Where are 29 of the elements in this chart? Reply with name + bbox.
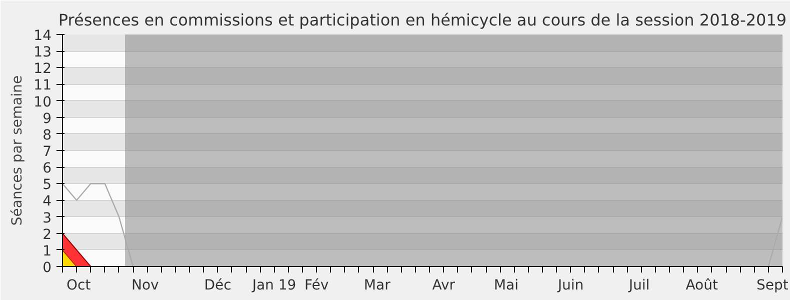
y-tick-label: 10 — [34, 94, 52, 110]
y-tick-label: 6 — [42, 160, 52, 177]
y-tick-label: 8 — [42, 127, 52, 144]
y-tick-label: 14 — [34, 28, 52, 44]
y-tick-label: 5 — [42, 177, 52, 194]
y-tick-label: 4 — [42, 194, 52, 210]
y-axis-title: Séances par semaine — [10, 75, 26, 226]
y-tick-label: 11 — [34, 78, 52, 94]
y-tick-label: 2 — [42, 226, 52, 243]
x-tick-label: Oct — [66, 278, 92, 294]
y-tick-label: 9 — [42, 110, 52, 127]
x-tick-label: Juin — [556, 278, 584, 294]
y-tick-label: 3 — [42, 210, 52, 226]
x-tick-label: Avr — [432, 278, 456, 294]
y-tick-label: 13 — [34, 44, 52, 61]
x-tick-label: Fév — [304, 278, 329, 294]
chart-title: Présences en commissions et participation en hémicycle au cours de la session 2018-2019 — [58, 10, 787, 30]
y-tick-label: 7 — [42, 144, 52, 160]
x-tick-label: Sept — [756, 278, 789, 294]
x-tick-label: Mai — [494, 278, 518, 294]
y-tick-label: 12 — [34, 61, 52, 78]
x-tick-label: Août — [686, 278, 718, 294]
x-tick-label: Nov — [132, 278, 159, 294]
y-tick-label: 1 — [42, 243, 52, 260]
x-tick-label: Mar — [364, 278, 391, 294]
x-tick-label: Juil — [628, 278, 650, 294]
y-tick-label: 0 — [42, 260, 52, 276]
x-tick-label: Jan 19 — [251, 278, 296, 294]
x-tick-label: Déc — [204, 278, 232, 294]
